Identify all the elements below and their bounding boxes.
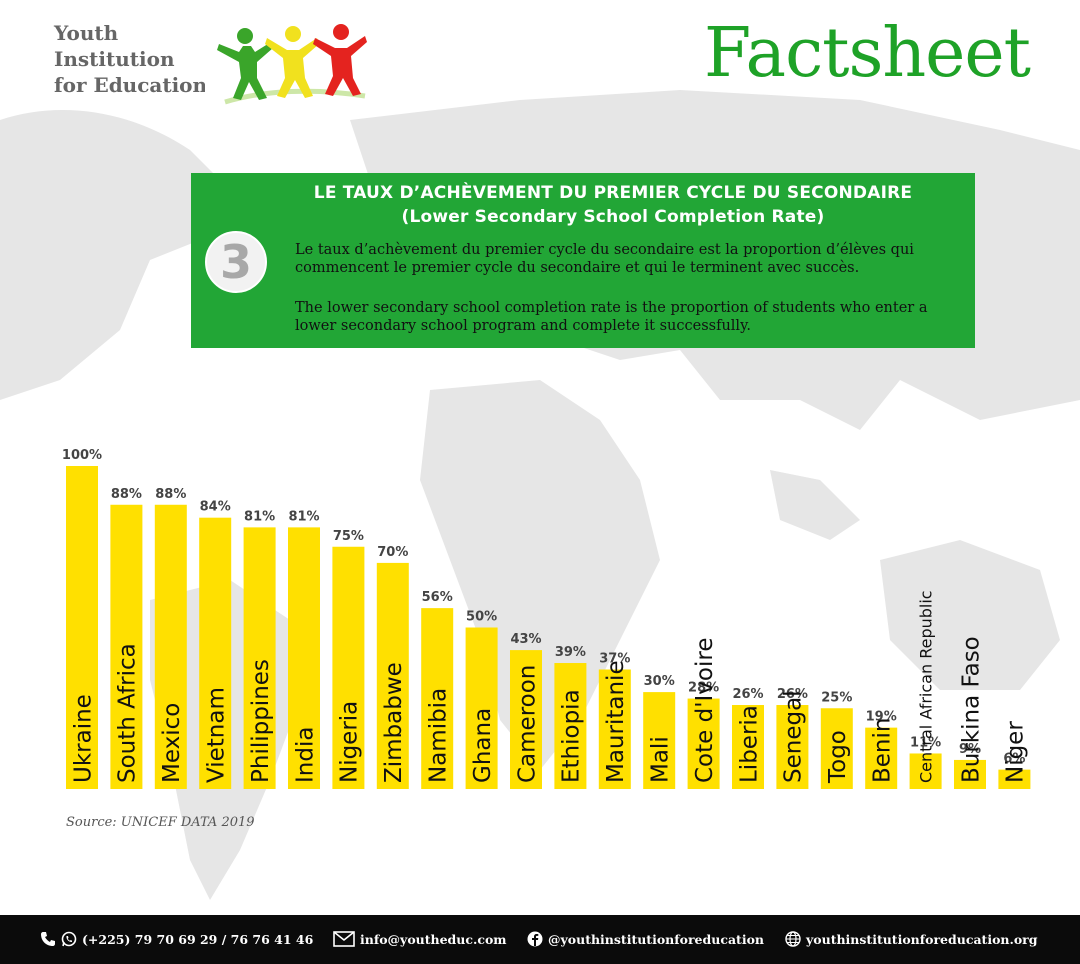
source-note: Source: UNICEF DATA 2019 bbox=[66, 815, 255, 830]
footer-website: youthinstitutionforeducation.org bbox=[785, 931, 1038, 947]
category-label-10: Cameroon bbox=[514, 665, 540, 783]
bar-value-label-3: 84% bbox=[200, 500, 231, 515]
website-url[interactable]: youthinstitutionforeducation.org bbox=[806, 931, 1038, 947]
category-label-7: Zimbabwe bbox=[381, 662, 407, 783]
phone-icon bbox=[41, 932, 55, 946]
completion-rate-bar-chart: 100% Ukraine 88% South Africa 88% Mexico 84% Vi… bbox=[62, 448, 1031, 789]
org-name-line-1: Youth bbox=[54, 21, 119, 45]
category-label-17: Togo bbox=[825, 730, 851, 784]
category-label-0: Ukraine bbox=[70, 694, 96, 783]
bar-value-label-13: 30% bbox=[644, 674, 675, 689]
contact-footer: (+225) 79 70 69 29 / 76 76 41 46 info@yo… bbox=[0, 915, 1080, 964]
category-label-19: Central African Republic bbox=[916, 590, 935, 783]
category-label-15: Liberia bbox=[736, 705, 762, 783]
facebook-icon bbox=[527, 931, 543, 947]
bar-value-label-8: 56% bbox=[422, 590, 453, 605]
bar-21 bbox=[998, 769, 1031, 789]
definition-en: The lower secondary school completion ra… bbox=[295, 300, 928, 334]
organization-logo bbox=[205, 20, 375, 115]
bar-value-label-1: 88% bbox=[111, 487, 142, 502]
org-name-line-3: for Education bbox=[54, 73, 208, 97]
bar-value-label-16: 26% bbox=[777, 687, 808, 702]
definition-fr: Le taux d’achèvement du premier cycle du… bbox=[295, 242, 914, 276]
bar-value-label-4: 81% bbox=[244, 509, 275, 524]
bar-value-label-21: 6% bbox=[1003, 752, 1025, 767]
bar-16 bbox=[776, 705, 809, 789]
bar-10 bbox=[510, 650, 542, 789]
bar-value-label-12: 37% bbox=[599, 651, 630, 666]
category-label-16: Senegal bbox=[781, 690, 807, 783]
page-title: Factsheet bbox=[703, 14, 1031, 93]
bar-1 bbox=[110, 504, 143, 789]
bar-20 bbox=[954, 759, 986, 789]
bar-value-label-11: 39% bbox=[555, 645, 586, 660]
bar-3 bbox=[199, 517, 232, 789]
footer-email: info@youtheduc.com bbox=[333, 931, 507, 947]
globe-icon bbox=[785, 931, 801, 947]
bar-2 bbox=[154, 504, 187, 789]
indicator-title-en: (Lower Secondary School Completion Rate) bbox=[401, 207, 825, 227]
org-name-line-2: Institution bbox=[54, 47, 175, 71]
bar-value-label-19: 11% bbox=[910, 735, 941, 750]
bar-15 bbox=[732, 705, 764, 789]
category-label-21: Niger bbox=[1003, 721, 1029, 783]
footer-facebook: @youthinstitutionforeducation bbox=[527, 931, 764, 947]
category-label-13: Mali bbox=[647, 736, 673, 783]
bar-value-label-5: 81% bbox=[288, 509, 319, 524]
facebook-handle[interactable]: @youthinstitutionforeducation bbox=[548, 931, 764, 947]
category-label-12: Mauritanie bbox=[603, 660, 629, 783]
bar-6 bbox=[332, 546, 365, 789]
category-label-4: Philippines bbox=[248, 659, 274, 783]
category-label-20: Burkina Faso bbox=[958, 636, 984, 783]
mail-icon bbox=[333, 931, 355, 947]
email-address[interactable]: info@youtheduc.com bbox=[360, 931, 507, 947]
bar-8 bbox=[421, 608, 454, 789]
category-label-3: Vietnam bbox=[203, 687, 229, 783]
bar-value-label-18: 19% bbox=[866, 710, 897, 725]
organization-name: Youth Institution for Education bbox=[54, 20, 207, 98]
indicator-title-fr: LE TAUX D’ACHÈVEMENT DU PREMIER CYCLE DU… bbox=[313, 183, 913, 203]
bar-4 bbox=[243, 527, 276, 789]
category-label-5: India bbox=[292, 727, 318, 783]
bar-value-label-2: 88% bbox=[155, 487, 186, 502]
bar-0 bbox=[66, 466, 98, 789]
bar-value-label-20: 9% bbox=[959, 742, 981, 757]
bar-13 bbox=[643, 692, 676, 789]
category-label-2: Mexico bbox=[159, 703, 185, 783]
bar-17 bbox=[820, 708, 853, 789]
category-label-6: Nigeria bbox=[337, 701, 363, 783]
category-label-1: South Africa bbox=[115, 643, 141, 783]
whatsapp-icon bbox=[61, 931, 77, 947]
bar-7 bbox=[376, 562, 409, 789]
bar-value-label-15: 26% bbox=[732, 687, 763, 702]
bar-11 bbox=[554, 663, 587, 789]
bar-value-label-7: 70% bbox=[377, 545, 408, 560]
bar-value-label-9: 50% bbox=[466, 610, 497, 625]
category-label-14: Cote d'Ivoire bbox=[692, 638, 718, 784]
bar-value-label-14: 28% bbox=[688, 681, 719, 696]
bar-18 bbox=[865, 727, 898, 789]
category-label-18: Benin bbox=[869, 718, 895, 783]
bar-value-label-6: 75% bbox=[333, 529, 364, 544]
phone-numbers[interactable]: (+225) 79 70 69 29 / 76 76 41 46 bbox=[82, 931, 314, 947]
indicator-number-badge: 3 bbox=[205, 231, 267, 293]
bar-12 bbox=[598, 669, 631, 789]
bar-5 bbox=[288, 527, 320, 789]
bar-value-label-17: 25% bbox=[821, 690, 852, 705]
bar-14 bbox=[687, 698, 720, 789]
bar-value-label-10: 43% bbox=[510, 632, 541, 647]
category-label-9: Ghana bbox=[470, 708, 496, 783]
bar-19 bbox=[909, 753, 942, 789]
footer-phone: (+225) 79 70 69 29 / 76 76 41 46 bbox=[40, 931, 313, 947]
bar-value-label-0: 100% bbox=[62, 448, 102, 463]
indicator-info-box: LE TAUX D’ACHÈVEMENT DU PREMIER CYCLE DU… bbox=[191, 173, 975, 348]
category-label-8: Namibia bbox=[425, 688, 451, 783]
bar-9 bbox=[465, 627, 498, 789]
category-label-11: Ethiopia bbox=[559, 689, 585, 783]
